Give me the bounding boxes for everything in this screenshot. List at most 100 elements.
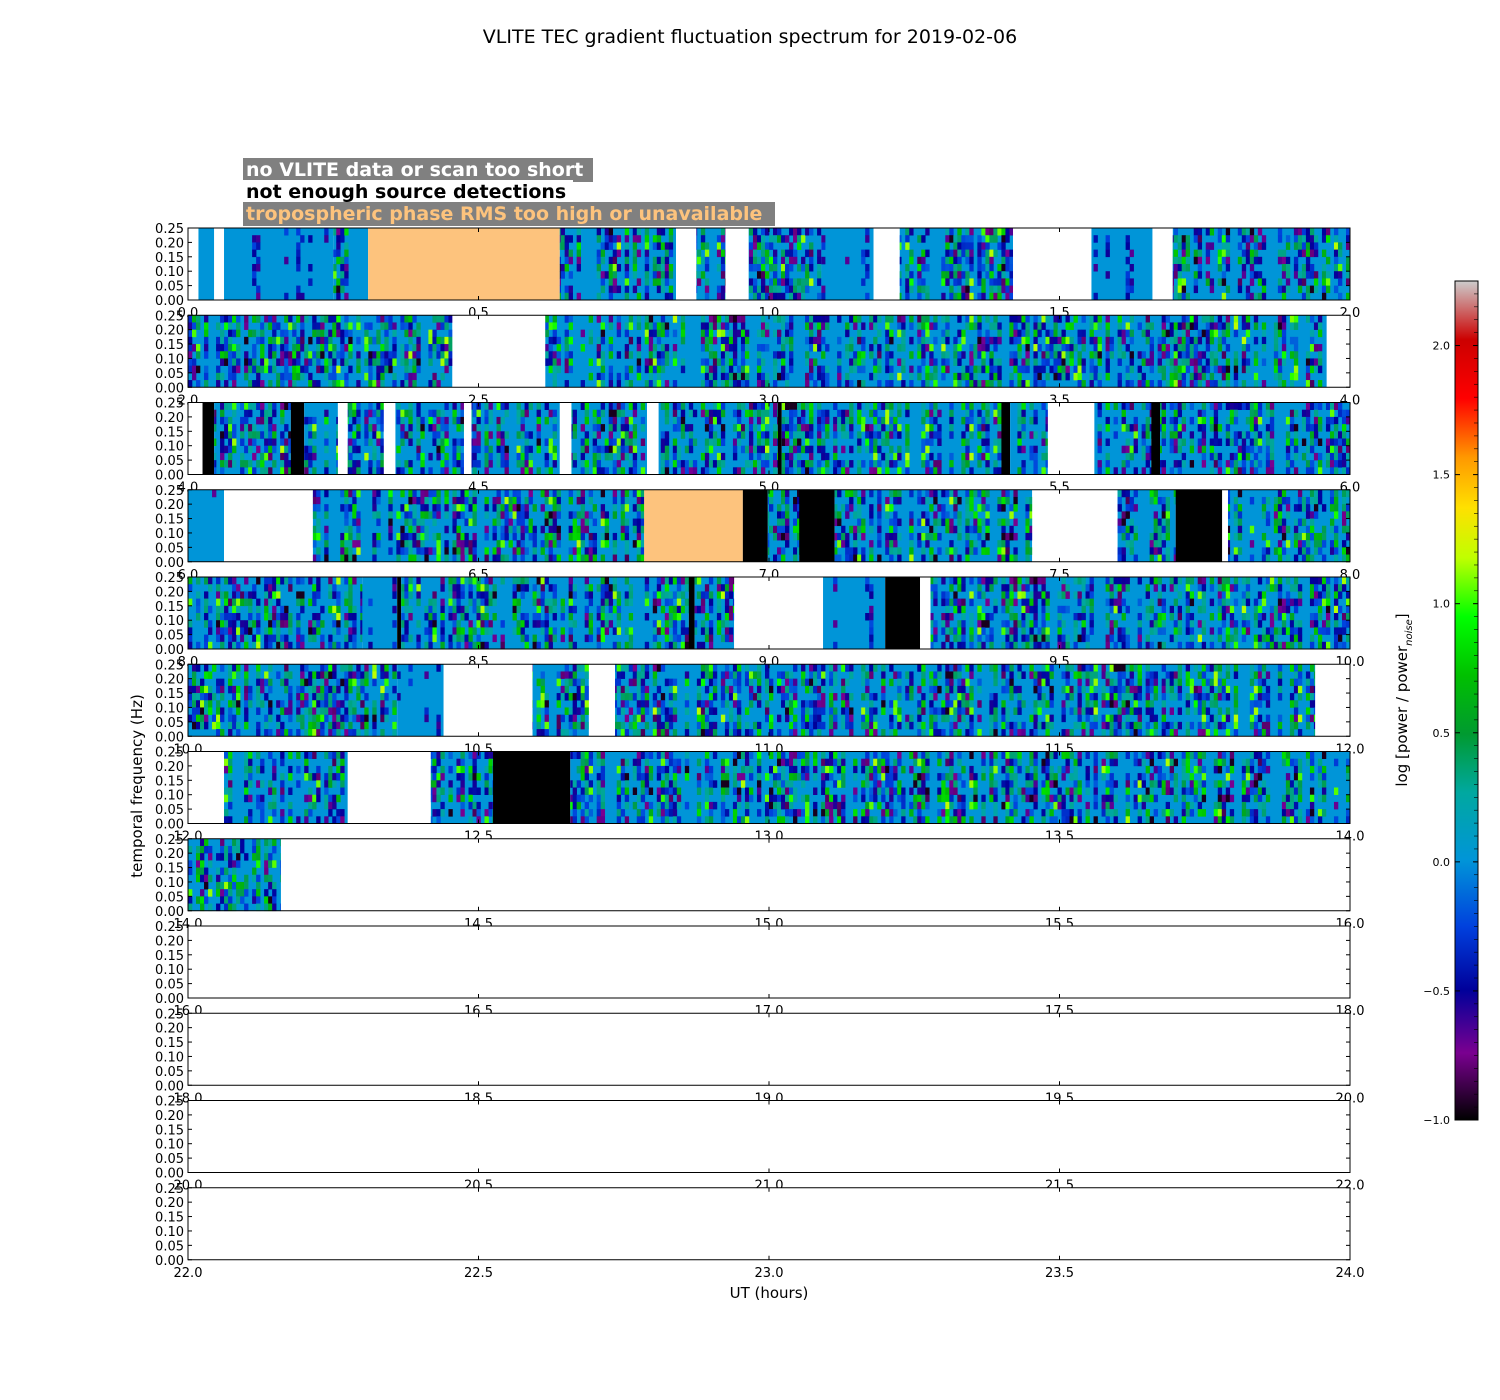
spectrum-cell: [612, 532, 618, 541]
spectrum-cell: [276, 627, 281, 635]
spectrum-cell: [396, 445, 401, 454]
spectrum-cell: [347, 467, 349, 475]
spectrum-cell: [997, 431, 1002, 439]
spectrum-cell: [352, 554, 357, 563]
spectrum-cell: [636, 228, 642, 236]
spectrum-cell: [296, 315, 301, 323]
spectrum-cell: [885, 438, 890, 446]
spectrum-cell: [969, 540, 974, 548]
spectrum-cell: [764, 329, 770, 338]
spectrum-cell: [769, 264, 774, 272]
spectrum-cell: [1241, 438, 1247, 446]
spectrum-cell: [756, 409, 762, 418]
spectrum-cell: [885, 452, 890, 461]
spectrum-cell: [921, 249, 926, 258]
spectrum-cell: [993, 365, 998, 374]
spectrum-cell: [188, 584, 193, 592]
spectrum-cell: [672, 438, 678, 446]
spectrum-cell: [1333, 547, 1339, 555]
spectrum-cell: [244, 372, 249, 381]
spectrum-cell: [1157, 365, 1162, 374]
spectrum-cell: [1269, 431, 1275, 439]
spectrum-cell: [268, 613, 273, 621]
spectrum-cell: [997, 409, 1002, 418]
spectrum-cell: [805, 322, 810, 330]
spectrum-cell: [1249, 445, 1255, 454]
spectrum-cell: [620, 431, 626, 439]
spectrum-cell: [877, 445, 882, 454]
spectrum-cell: [296, 620, 301, 628]
spectrum-cell: [1293, 409, 1299, 418]
spectrum-cell: [316, 591, 321, 599]
spectrum-cell: [1293, 467, 1299, 475]
spectrum-cell: [764, 445, 770, 454]
spectrum-cell: [1285, 256, 1291, 265]
spectrum-cell: [1105, 242, 1110, 250]
spectrum-cell: [760, 380, 766, 388]
spectrum-cell: [921, 264, 926, 272]
spectrum-cell: [845, 322, 850, 330]
spectrum-cell: [1117, 380, 1122, 388]
spectrum-cell: [460, 532, 465, 541]
spectrum-cell: [953, 496, 958, 505]
spectrum-cell: [536, 402, 541, 410]
spectrum-cell: [1081, 336, 1086, 345]
spectrum-cell: [809, 467, 814, 475]
spectrum-cell: [488, 409, 493, 418]
spectrum-cell: [352, 409, 357, 418]
spectrum-cell: [644, 285, 650, 294]
spectrum-cell: [1297, 518, 1303, 527]
spectrum-cell: [869, 518, 874, 527]
spectrum-cell: [1265, 511, 1271, 519]
spectrum-cell: [644, 292, 650, 301]
spectrum-cell: [977, 271, 982, 279]
spectrum-cell: [376, 496, 381, 505]
spectrum-cell: [917, 264, 922, 272]
spectrum-cell: [484, 424, 489, 432]
spectrum-cell: [1065, 372, 1070, 381]
spectrum-cell: [344, 489, 349, 498]
spectrum-cell: [196, 591, 201, 599]
spectrum-cell: [1141, 424, 1146, 432]
spectrum-cell: [196, 598, 201, 607]
spectrum-cell: [1169, 445, 1174, 454]
spectrum-cell: [941, 365, 946, 374]
spectrum-cell: [1333, 242, 1339, 250]
spectrum-cell: [1329, 540, 1335, 548]
spectrum-cell: [192, 322, 197, 330]
spectrum-cell: [1345, 532, 1351, 541]
spectrum-cell: [1145, 431, 1150, 439]
spectrum-cell: [380, 365, 385, 374]
spectrum-cell: [1261, 329, 1267, 338]
spectrum-cell: [969, 416, 974, 425]
spectrum-cell: [320, 365, 325, 374]
spectrum-cell: [1005, 278, 1010, 286]
spectrum-cell: [596, 416, 602, 425]
spectrum-cell: [252, 365, 257, 374]
spectrum-cell: [977, 365, 982, 374]
spectrum-cell: [588, 554, 593, 563]
spectrum-cell: [901, 380, 906, 388]
spectrum-cell: [476, 416, 481, 425]
spectrum-cell: [821, 365, 826, 374]
spectrum-cell: [965, 256, 970, 265]
spectrum-cell: [929, 358, 934, 366]
spectrum-cell: [1125, 292, 1130, 301]
spectrum-cell: [376, 416, 381, 425]
spectrum-cell: [1281, 380, 1287, 388]
spectrum-cell: [396, 409, 401, 418]
spectrum-cell: [608, 264, 614, 272]
spectrum-cell: [644, 315, 650, 323]
spectrum-cell: [216, 380, 221, 388]
spectrum-cell: [724, 235, 726, 243]
spectrum-cell: [348, 409, 353, 418]
spectrum-cell: [997, 285, 1002, 294]
spectrum-cell: [644, 358, 650, 366]
spectrum-cell: [1173, 431, 1179, 439]
spectrum-cell: [464, 532, 469, 541]
spectrum-cell: [640, 504, 645, 512]
spectrum-cell: [280, 577, 285, 585]
spectrum-cell: [777, 525, 782, 534]
spectrum-cell: [1277, 380, 1283, 388]
spectrum-cell: [981, 504, 986, 512]
